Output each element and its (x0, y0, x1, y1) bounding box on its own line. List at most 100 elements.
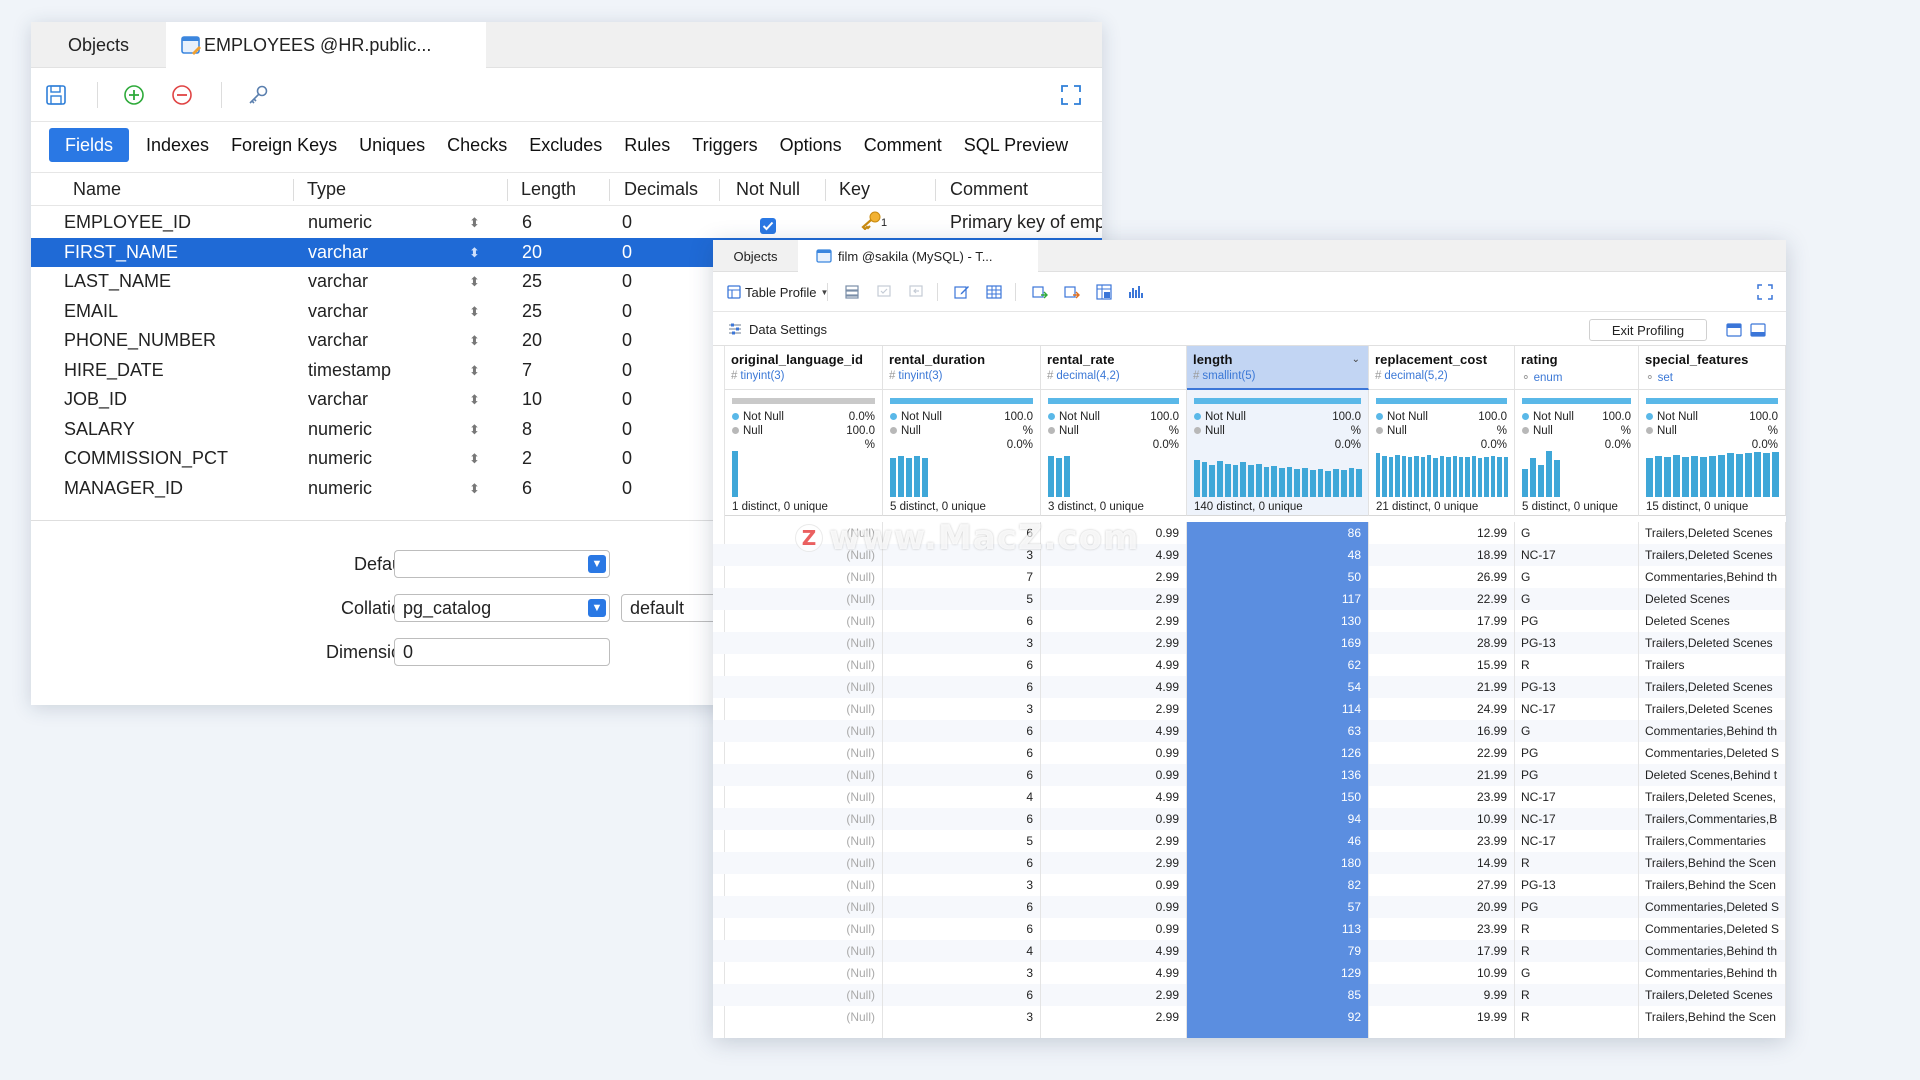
cell-length[interactable]: 46 (1187, 830, 1369, 852)
cell-replacement-cost[interactable]: 22.99 (1476, 592, 1507, 606)
cell-original-language-id[interactable]: (Null) (846, 680, 875, 694)
cell-rental-rate[interactable]: 0.99 (1155, 526, 1179, 540)
profile-chart-button[interactable] (1127, 283, 1145, 301)
cell-rental-duration[interactable]: 3 (1026, 636, 1033, 650)
cell-rental-rate[interactable]: 4.99 (1155, 966, 1179, 980)
cell-rating[interactable]: R (1521, 658, 1530, 672)
cell-length[interactable]: 54 (1187, 676, 1369, 698)
cell-original-language-id[interactable]: (Null) (846, 812, 875, 826)
cell-replacement-cost[interactable]: 12.99 (1476, 526, 1507, 540)
field-decimals[interactable]: 0 (622, 241, 633, 262)
cell-special-features[interactable]: Trailers,Commentaries,B (1645, 812, 1778, 826)
cell-length[interactable]: 63 (1187, 720, 1369, 742)
column-header-replacement-cost[interactable]: replacement_cost # decimal(5,2) (1369, 346, 1515, 390)
field-type[interactable]: timestamp (308, 359, 392, 380)
cell-rental-rate[interactable]: 4.99 (1155, 790, 1179, 804)
cell-rental-duration[interactable]: 5 (1026, 592, 1033, 606)
field-type[interactable]: varchar (308, 330, 369, 350)
table-row[interactable]: (Null) 6 0.99 57 20.99 PG Commentaries,Deleted… (713, 896, 1786, 918)
cell-length[interactable]: 169 (1187, 632, 1369, 654)
column-header-decimals[interactable]: Decimals (624, 179, 699, 199)
cell-rating[interactable]: R (1521, 988, 1530, 1002)
chevron-down-icon[interactable]: ▼ (588, 599, 606, 617)
cell-special-features[interactable]: Trailers (1645, 658, 1685, 672)
cell-rental-rate[interactable]: 4.99 (1155, 724, 1179, 738)
cell-special-features[interactable]: Commentaries,Behind th (1645, 944, 1778, 958)
dimension-input[interactable]: 0 (394, 638, 610, 666)
field-name[interactable]: SALARY (64, 418, 135, 439)
type-stepper-icon[interactable]: ⬍ (469, 451, 480, 466)
field-length[interactable]: 8 (522, 418, 533, 439)
cell-rental-duration[interactable]: 6 (1026, 658, 1033, 672)
cell-rating[interactable]: G (1521, 592, 1531, 606)
cell-special-features[interactable]: Trailers,Deleted Scenes (1645, 702, 1773, 716)
field-name[interactable]: JOB_ID (64, 389, 128, 409)
cell-special-features[interactable]: Trailers,Behind the Scen (1645, 1010, 1776, 1024)
cell-replacement-cost[interactable]: 17.99 (1476, 944, 1507, 958)
cell-length[interactable]: 86 (1187, 522, 1369, 544)
cell-special-features[interactable]: Commentaries,Deleted S (1645, 922, 1780, 936)
field-decimals[interactable]: 0 (622, 359, 633, 380)
cell-special-features[interactable]: Deleted Scenes,Behind t (1645, 768, 1778, 782)
table-profile-button[interactable]: Table Profile ▼ (727, 282, 828, 302)
table-row[interactable]: (Null) 6 2.99 180 14.99 R Trailers,Behind the … (713, 852, 1786, 874)
field-type[interactable]: varchar (308, 300, 369, 321)
cell-special-features[interactable]: Trailers,Deleted Scenes (1645, 526, 1773, 540)
subtab-fields[interactable]: Fields (49, 128, 130, 162)
table-row[interactable]: (Null) 7 2.99 50 26.99 G Commentaries,Behind t… (713, 566, 1786, 588)
type-stepper-icon[interactable]: ⬍ (469, 362, 480, 378)
column-header-original-language-id[interactable]: original_language_id # tinyint(3) (725, 346, 883, 390)
cell-rental-rate[interactable]: 2.99 (1155, 834, 1179, 848)
table-row[interactable]: (Null) 4 4.99 150 23.99 NC-17 Trailers,Deleted… (713, 786, 1786, 808)
column-header-length[interactable]: Length (521, 179, 577, 199)
cell-length[interactable]: 129 (1187, 962, 1369, 984)
field-length[interactable]: 20 (522, 330, 543, 350)
cell-rental-duration[interactable]: 6 (1026, 526, 1033, 540)
cell-rating[interactable]: R (1521, 944, 1530, 958)
cell-replacement-cost[interactable]: 9.99 (1483, 988, 1507, 1002)
table-row[interactable]: (Null) 3 4.99 129 10.99 G Commentaries,Behind … (713, 962, 1786, 984)
field-name[interactable]: COMMISSION_PCT (64, 448, 229, 468)
column-header-rental-duration[interactable]: rental_duration # tinyint(3) (883, 346, 1041, 390)
field-comment[interactable]: Primary key of empt (950, 212, 1102, 232)
import-button[interactable] (1031, 283, 1049, 301)
cell-original-language-id[interactable]: (Null) (846, 878, 875, 892)
cell-rental-duration[interactable]: 3 (1026, 966, 1033, 980)
cell-length[interactable]: 117 (1187, 588, 1369, 610)
cell-special-features[interactable]: Commentaries,Behind th (1645, 966, 1778, 980)
field-decimals[interactable]: 0 (622, 212, 633, 232)
type-stepper-icon[interactable]: ⬍ (469, 392, 480, 407)
field-name[interactable]: FIRST_NAME (64, 241, 179, 262)
cell-rating[interactable]: NC-17 (1521, 812, 1556, 826)
cell-original-language-id[interactable]: (Null) (846, 790, 875, 804)
field-decimals[interactable]: 0 (622, 389, 633, 409)
field-length[interactable]: 2 (522, 448, 533, 468)
field-name[interactable]: MANAGER_ID (64, 477, 184, 498)
table-row[interactable]: (Null) 3 2.99 92 19.99 R Trailers,Behind the S… (713, 1006, 1786, 1028)
subtab-rules[interactable]: Rules (624, 134, 671, 155)
subtab-excludes[interactable]: Excludes (529, 134, 603, 155)
cell-rating[interactable]: PG-13 (1521, 878, 1556, 892)
cell-rental-rate[interactable]: 4.99 (1155, 548, 1179, 562)
data-transfer-button[interactable] (1095, 283, 1113, 301)
cell-original-language-id[interactable]: (Null) (846, 548, 875, 562)
cell-replacement-cost[interactable]: 28.99 (1476, 636, 1507, 650)
cell-length[interactable]: 92 (1187, 1006, 1369, 1028)
column-header-special-features[interactable]: special_features ⚬ set (1639, 346, 1786, 390)
cell-length[interactable]: 136 (1187, 764, 1369, 786)
field-type[interactable]: numeric (308, 418, 373, 439)
cell-special-features[interactable]: Trailers,Commentaries (1645, 834, 1766, 848)
cell-rental-rate[interactable]: 2.99 (1155, 702, 1179, 716)
cell-rental-duration[interactable]: 3 (1026, 548, 1033, 562)
field-type[interactable]: varchar (308, 271, 369, 291)
field-decimals[interactable]: 0 (622, 418, 633, 439)
cell-replacement-cost[interactable]: 23.99 (1476, 922, 1507, 936)
field-name[interactable]: LAST_NAME (64, 271, 172, 291)
cell-replacement-cost[interactable]: 10.99 (1476, 966, 1507, 980)
cell-original-language-id[interactable]: (Null) (846, 702, 875, 716)
cell-replacement-cost[interactable]: 17.99 (1476, 614, 1507, 628)
field-row[interactable]: LAST_NAME varchar ⬍ 25 0 (31, 267, 1102, 297)
cell-length[interactable]: 62 (1187, 654, 1369, 676)
column-divider[interactable] (935, 179, 936, 201)
cell-special-features[interactable]: Commentaries,Deleted S (1645, 746, 1780, 760)
